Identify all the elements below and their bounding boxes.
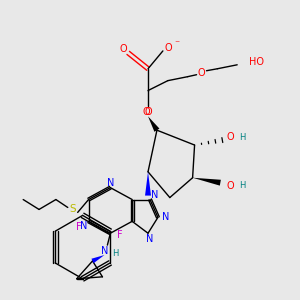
Text: N: N xyxy=(151,190,159,200)
Text: N: N xyxy=(162,212,169,222)
Text: S: S xyxy=(69,204,76,214)
Text: O: O xyxy=(142,107,150,117)
Text: N: N xyxy=(146,234,154,244)
Text: H: H xyxy=(239,181,245,190)
Polygon shape xyxy=(145,172,151,196)
Text: F: F xyxy=(117,230,123,240)
Text: O: O xyxy=(226,132,234,142)
Polygon shape xyxy=(92,255,104,263)
Text: O: O xyxy=(164,43,172,53)
Text: N: N xyxy=(80,221,87,231)
Text: N: N xyxy=(107,178,114,188)
Polygon shape xyxy=(148,116,159,132)
Polygon shape xyxy=(193,178,221,186)
Text: O: O xyxy=(198,68,205,78)
Text: N: N xyxy=(101,246,108,256)
Text: O: O xyxy=(226,181,234,191)
Text: O: O xyxy=(144,107,152,117)
Text: H: H xyxy=(112,248,119,257)
Text: O: O xyxy=(119,44,127,54)
Text: ⁻: ⁻ xyxy=(174,39,179,49)
Text: H: H xyxy=(239,133,245,142)
Text: HO: HO xyxy=(249,57,264,67)
Text: F: F xyxy=(76,222,82,232)
